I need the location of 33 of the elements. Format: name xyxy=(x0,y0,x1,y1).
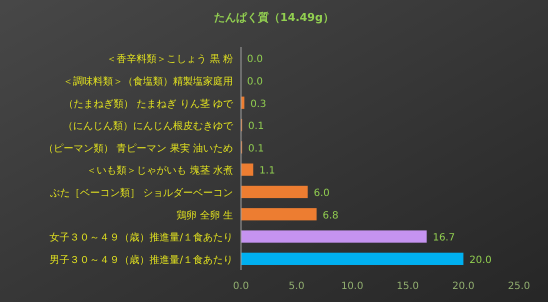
bar xyxy=(241,252,464,265)
y-tick-label: 女子３０～４９（歳）推進量/１食あたり xyxy=(50,232,233,244)
data-label: 0.3 xyxy=(250,98,266,110)
bar xyxy=(241,96,244,109)
data-label: 0.0 xyxy=(247,54,263,66)
x-tick-label: 0.0 xyxy=(233,281,249,292)
bar xyxy=(241,186,308,198)
data-label: 0.0 xyxy=(247,76,263,88)
data-label: 6.8 xyxy=(322,210,339,222)
y-tick-label: 男子３０～４９（歳）推進量/１食あたり xyxy=(50,254,233,266)
data-label: 0.1 xyxy=(248,121,264,132)
y-tick-label: ぶた［ベーコン類］ ショルダーベーコン xyxy=(50,186,233,199)
y-tick-label: 鶏卵 全卵 生 xyxy=(176,209,233,222)
x-tick-label: 25.0 xyxy=(508,281,530,292)
bar xyxy=(241,208,317,220)
chart-title: たんぱく質（14.49g） xyxy=(214,11,334,24)
y-tick-label: （にんじん類）にんじん根皮むきゆで xyxy=(63,120,234,132)
y-tick-label: ＜香辛料類＞こしょう 黒 粉 xyxy=(106,53,233,66)
y-tick-label: ＜調味料類＞（食塩類）精製塩家庭用 xyxy=(63,75,233,88)
bar xyxy=(241,230,427,243)
y-tick-label: ＜いも類＞じゃがいも 塊茎 水煮 xyxy=(86,164,233,177)
data-label: 6.0 xyxy=(314,188,330,199)
x-tick-label: 20.0 xyxy=(452,281,475,292)
data-label: 1.1 xyxy=(259,166,276,177)
x-tick-label: 10.0 xyxy=(341,281,364,292)
data-label: 20.0 xyxy=(469,254,492,266)
bar xyxy=(241,164,254,176)
x-tick-label: 15.0 xyxy=(396,281,419,292)
y-tick-label: （ピーマン類） 青ピーマン 果実 油いため xyxy=(43,142,233,154)
data-label: 0.1 xyxy=(248,143,264,154)
data-label: 16.7 xyxy=(432,232,455,244)
y-tick-label: （たまねぎ類） たまねぎ りん茎 ゆで xyxy=(63,98,234,110)
x-tick-label: 5.0 xyxy=(288,281,305,292)
